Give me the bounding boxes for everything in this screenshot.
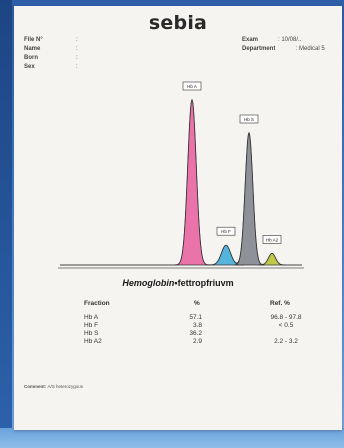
comment-value: A/S heterozygous — [47, 384, 84, 389]
peak-label: Hb A2 — [266, 237, 279, 242]
row-percent: 57.1 — [189, 314, 202, 321]
peak-label: Hb A — [187, 84, 197, 89]
background-bottom — [0, 428, 344, 448]
field-file: File N°: — [24, 36, 84, 45]
peak-hb-s — [233, 132, 265, 266]
peak-label-box — [182, 81, 202, 91]
comment-label: Comment: — [24, 384, 47, 389]
electrophoresis-chart: Hb A Hb F Hb S Hb A2 — [58, 81, 304, 269]
row-fraction: Hb S — [84, 330, 99, 337]
peak-labels-group: Hb A Hb F Hb S Hb A2 — [182, 81, 282, 244]
department-value: : Medical 5 — [295, 46, 325, 52]
peak-label-box — [262, 235, 282, 244]
chart-title: Hemoglobin — [122, 278, 175, 288]
row-ref: < 0.5 — [278, 322, 294, 329]
field-label: Born — [24, 55, 38, 61]
results-table: Fraction % Ref. % Hb A 57.1 96.8 - 97.8 … — [24, 300, 334, 346]
chart-subtitle: •fettropfriuvm — [174, 278, 234, 288]
background-strip — [0, 0, 12, 448]
row-ref: 96.8 - 97.8 — [270, 314, 302, 321]
table-row: Hb F 3.8 < 0.5 — [24, 322, 334, 330]
exam-row: Exam : 10/08/.. — [242, 36, 325, 45]
field-colon: : — [76, 64, 78, 70]
row-fraction: Hb A — [84, 314, 99, 321]
peak-label-box — [239, 114, 259, 124]
row-ref: 2.2 - 3.2 — [274, 338, 298, 345]
field-colon: : — [76, 55, 78, 61]
peak-hb-a — [174, 99, 209, 266]
department-label: Department — [242, 46, 276, 52]
row-fraction: Hb F — [84, 322, 99, 329]
field-label: Sex — [24, 64, 35, 70]
row-percent: 3.8 — [192, 322, 202, 329]
row-fraction: Hb A2 — [84, 338, 102, 345]
header-ref: Ref. % — [270, 300, 290, 307]
field-name: Name: — [24, 45, 84, 54]
field-sex: Sex: — [24, 63, 84, 72]
header-percent: % — [194, 300, 200, 307]
peak-label: Hb F — [221, 229, 231, 234]
results-header: Fraction % Ref. % — [24, 300, 334, 314]
chart-caption: Hemoglobin•fettropfriuvm — [14, 278, 342, 288]
row-percent: 36.2 — [189, 330, 202, 337]
peak-hb-a2 — [258, 253, 286, 266]
exam-value: : 10/08/.. — [278, 37, 302, 43]
peak-label: Hb S — [244, 117, 254, 122]
peak-label-box — [216, 226, 236, 236]
field-label: File N° — [24, 37, 43, 43]
row-percent: 2.9 — [192, 338, 202, 345]
exam-meta: Exam : 10/08/.. Department : Medical 5 — [242, 36, 325, 54]
table-row: Hb A 57.1 96.8 - 97.8 — [24, 314, 334, 322]
header-fraction: Fraction — [84, 300, 110, 307]
report-sheet: sebia File N°: Name: Born: Sex: Exam : 10… — [14, 6, 342, 430]
patient-fields: File N°: Name: Born: Sex: — [24, 36, 84, 72]
comment-line: Comment: A/S heterozygous — [24, 384, 83, 389]
exam-label: Exam — [242, 37, 259, 43]
peaks-group — [174, 99, 286, 266]
table-row: Hb S 36.2 — [24, 330, 334, 338]
field-colon: : — [76, 46, 78, 52]
field-label: Name — [24, 46, 41, 52]
table-row: Hb A2 2.9 2.2 - 3.2 — [24, 338, 334, 346]
field-colon: : — [76, 37, 78, 43]
brand-logo: sebia — [148, 12, 208, 34]
department-row: Department : Medical 5 — [242, 45, 325, 54]
field-born: Born: — [24, 54, 84, 63]
